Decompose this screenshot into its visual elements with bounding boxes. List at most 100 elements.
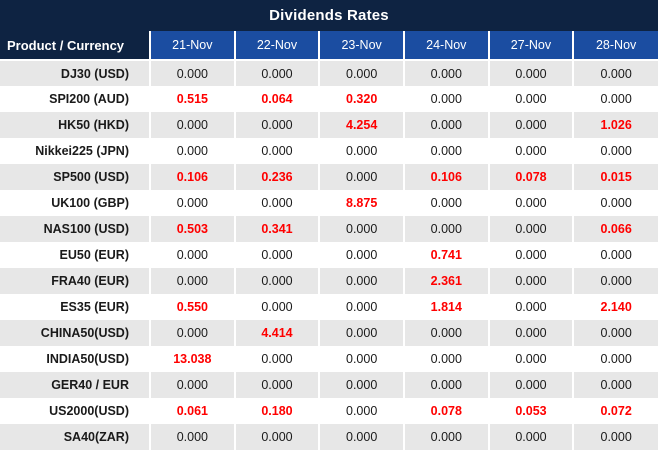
dividend-value-cell: 4.254 — [318, 112, 404, 138]
dividend-value-cell: 0.000 — [233, 268, 320, 294]
product-cell: SPI200 (AUD) — [0, 86, 150, 112]
dividend-value-cell: 0.000 — [402, 346, 489, 372]
product-cell: INDIA50(USD) — [0, 346, 150, 372]
dividend-value-cell: 0.000 — [318, 164, 404, 190]
dividend-value-cell: 0.741 — [402, 242, 489, 268]
dividend-value-cell: 0.236 — [233, 164, 320, 190]
product-cell: SP500 (USD) — [0, 164, 150, 190]
dividend-value-cell: 0.000 — [572, 138, 658, 164]
dividend-value-cell: 0.000 — [233, 138, 320, 164]
product-cell: FRA40 (EUR) — [0, 268, 150, 294]
table-row: Nikkei225 (JPN) 0.000 0.000 0.000 0.000 0.000… — [0, 138, 658, 164]
dividend-value-cell: 0.015 — [572, 164, 658, 190]
dividend-value-cell: 0.000 — [233, 346, 320, 372]
dividend-value-cell: 0.000 — [487, 242, 574, 268]
dividend-value-cell: 0.000 — [487, 320, 574, 346]
dividend-value-cell: 0.000 — [318, 268, 404, 294]
table-row: INDIA50(USD) 13.038 0.000 0.000 0.000 0.000 0.… — [0, 346, 658, 372]
product-cell: CHINA50(USD) — [0, 320, 150, 346]
dividend-value-cell: 0.000 — [487, 190, 574, 216]
dividend-value-cell: 0.000 — [233, 294, 320, 320]
table-row: CHINA50(USD) 0.000 4.414 0.000 0.000 0.000 0.0… — [0, 320, 658, 346]
table-row: SPI200 (AUD) 0.515 0.064 0.320 0.000 0.000 0.0… — [0, 86, 658, 112]
dividend-value-cell: 0.000 — [402, 60, 489, 86]
dividend-value-cell: 0.000 — [318, 216, 404, 242]
dividend-value-cell: 0.000 — [233, 372, 320, 398]
product-cell: GER40 / EUR — [0, 372, 150, 398]
dividend-value-cell: 0.061 — [149, 398, 235, 424]
table-row: UK100 (GBP) 0.000 0.000 8.875 0.000 0.000 0.00… — [0, 190, 658, 216]
dividend-value-cell: 0.000 — [487, 216, 574, 242]
date-header-22-nov: 22-Nov — [233, 31, 320, 61]
dividend-value-cell: 0.000 — [318, 320, 404, 346]
dividend-value-cell: 0.550 — [149, 294, 235, 320]
table-body: DJ30 (USD) 0.000 0.000 0.000 0.000 0.000 0.000… — [0, 60, 658, 450]
dividend-value-cell: 0.000 — [149, 242, 235, 268]
dividend-value-cell: 0.000 — [572, 424, 658, 450]
dividend-value-cell: 0.000 — [572, 242, 658, 268]
dividend-value-cell: 0.000 — [318, 242, 404, 268]
table-row: SP500 (USD) 0.106 0.236 0.000 0.106 0.078 0.01… — [0, 164, 658, 190]
dividend-value-cell: 8.875 — [318, 190, 404, 216]
product-cell: Nikkei225 (JPN) — [0, 138, 150, 164]
dividend-value-cell: 0.000 — [487, 138, 574, 164]
dividend-value-cell: 0.000 — [572, 268, 658, 294]
dividend-value-cell: 0.000 — [402, 112, 489, 138]
dividend-value-cell: 0.000 — [402, 138, 489, 164]
dividend-value-cell: 0.078 — [487, 164, 574, 190]
product-cell: ES35 (EUR) — [0, 294, 150, 320]
dividend-value-cell: 2.140 — [572, 294, 658, 320]
table-header-row: Product / Currency 21-Nov 22-Nov 23-Nov … — [0, 31, 658, 61]
dividend-value-cell: 0.000 — [149, 268, 235, 294]
dividend-value-cell: 0.106 — [149, 164, 235, 190]
dividend-value-cell: 0.078 — [402, 398, 489, 424]
product-cell: UK100 (GBP) — [0, 190, 150, 216]
table-row: SA40(ZAR) 0.000 0.000 0.000 0.000 0.000 0.000 — [0, 424, 658, 450]
dividend-value-cell: 0.000 — [402, 190, 489, 216]
product-cell: HK50 (HKD) — [0, 112, 150, 138]
dividend-value-cell: 0.000 — [402, 320, 489, 346]
dividend-value-cell: 0.503 — [149, 216, 235, 242]
dividend-value-cell: 0.000 — [487, 86, 574, 112]
table-row: FRA40 (EUR) 0.000 0.000 0.000 2.361 0.000 0.00… — [0, 268, 658, 294]
dividend-value-cell: 0.000 — [149, 138, 235, 164]
dividend-value-cell: 0.000 — [149, 320, 235, 346]
dividend-value-cell: 0.000 — [318, 346, 404, 372]
dividend-value-cell: 0.000 — [318, 424, 404, 450]
dividend-value-cell: 0.066 — [572, 216, 658, 242]
date-header-28-nov: 28-Nov — [572, 31, 658, 61]
dividend-value-cell: 0.000 — [318, 138, 404, 164]
product-cell: DJ30 (USD) — [0, 60, 150, 86]
date-header-24-nov: 24-Nov — [402, 31, 489, 61]
dividend-value-cell: 0.320 — [318, 86, 404, 112]
dividend-value-cell: 0.000 — [487, 424, 574, 450]
dividend-value-cell: 0.515 — [149, 86, 235, 112]
dividend-value-cell: 0.106 — [402, 164, 489, 190]
product-cell: SA40(ZAR) — [0, 424, 150, 450]
page-title: Dividends Rates — [0, 0, 658, 31]
dividend-value-cell: 0.072 — [572, 398, 658, 424]
dividend-value-cell: 0.053 — [487, 398, 574, 424]
dividend-value-cell: 0.000 — [572, 86, 658, 112]
dividend-value-cell: 0.000 — [402, 424, 489, 450]
dividend-value-cell: 0.000 — [487, 60, 574, 86]
dividend-value-cell: 0.000 — [487, 112, 574, 138]
dividend-value-cell: 0.000 — [402, 86, 489, 112]
dividend-value-cell: 1.814 — [402, 294, 489, 320]
product-cell: EU50 (EUR) — [0, 242, 150, 268]
dividends-rates-table: Product / Currency 21-Nov 22-Nov 23-Nov … — [0, 31, 658, 450]
dividend-value-cell: 0.000 — [233, 242, 320, 268]
product-currency-header: Product / Currency — [0, 31, 150, 61]
table-row: EU50 (EUR) 0.000 0.000 0.000 0.741 0.000 0.000 — [0, 242, 658, 268]
date-header-23-nov: 23-Nov — [318, 31, 404, 61]
dividend-value-cell: 0.000 — [487, 268, 574, 294]
dividend-value-cell: 1.026 — [572, 112, 658, 138]
table-row: GER40 / EUR 0.000 0.000 0.000 0.000 0.000 0.00… — [0, 372, 658, 398]
dividend-value-cell: 0.000 — [572, 190, 658, 216]
product-cell: US2000(USD) — [0, 398, 150, 424]
dividend-value-cell: 2.361 — [402, 268, 489, 294]
dividend-value-cell: 0.000 — [487, 294, 574, 320]
dividend-value-cell: 0.341 — [233, 216, 320, 242]
dividend-value-cell: 0.000 — [149, 372, 235, 398]
